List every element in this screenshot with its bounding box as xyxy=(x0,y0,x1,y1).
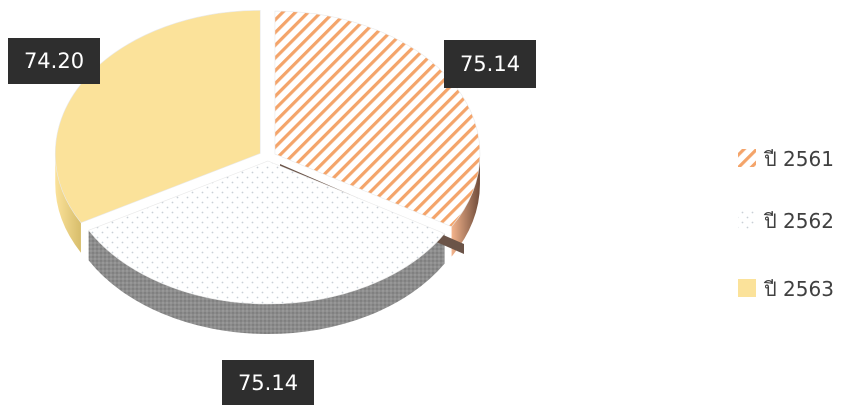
legend-label-2563: ปี 2563 xyxy=(764,277,834,301)
data-label-bg xyxy=(222,360,314,405)
legend-swatch-2562 xyxy=(738,211,756,229)
slice-2561-side xyxy=(451,154,480,257)
data-label-2561: 75.14 xyxy=(444,40,536,88)
data-label-bg xyxy=(444,40,536,88)
data-label-bg xyxy=(8,38,100,84)
legend-swatch-2563 xyxy=(738,279,756,297)
data-label-2563: 74.20 xyxy=(8,38,100,84)
legend: ปี 2561 ปี 2562 ปี 2563 xyxy=(738,147,834,301)
data-label-text: 75.14 xyxy=(238,371,298,395)
data-label-text: 75.14 xyxy=(460,52,520,76)
slice-2562-side xyxy=(88,230,445,334)
data-label-2562: 75.14 xyxy=(222,360,314,405)
slice-tops xyxy=(54,10,481,305)
data-label-text: 74.20 xyxy=(24,49,84,73)
legend-item-2561: ปี 2561 xyxy=(738,147,834,171)
legend-item-2562: ปี 2562 xyxy=(738,209,834,233)
slice-2562 xyxy=(88,160,446,305)
legend-item-2563: ปี 2563 xyxy=(738,277,834,301)
data-labels: 75.14 75.14 74.20 xyxy=(8,38,536,405)
legend-label-2561: ปี 2561 xyxy=(764,147,834,171)
legend-swatch-2561 xyxy=(738,149,756,167)
slice-2563-side xyxy=(55,153,81,253)
legend-label-2562: ปี 2562 xyxy=(764,209,834,233)
